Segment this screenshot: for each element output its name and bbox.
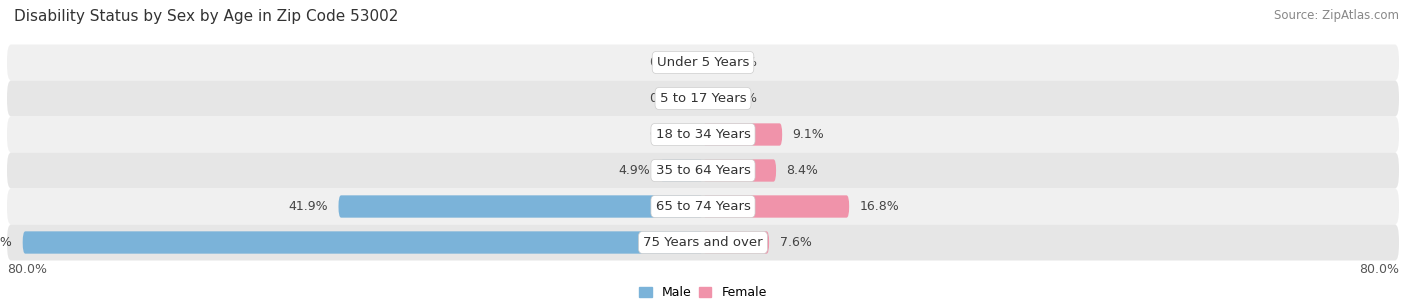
Text: 78.2%: 78.2% [0,236,13,249]
Text: 75 Years and over: 75 Years and over [643,236,763,249]
Text: 7.6%: 7.6% [779,236,811,249]
FancyBboxPatch shape [703,123,782,146]
Text: 0.0%: 0.0% [650,56,682,69]
FancyBboxPatch shape [22,231,703,254]
Text: 16.8%: 16.8% [859,200,900,213]
FancyBboxPatch shape [7,152,1399,188]
Text: 18 to 34 Years: 18 to 34 Years [655,128,751,141]
Text: 4.9%: 4.9% [619,164,650,177]
Text: Under 5 Years: Under 5 Years [657,56,749,69]
Text: 5 to 17 Years: 5 to 17 Years [659,92,747,105]
Text: 0.0%: 0.0% [650,92,682,105]
Text: Source: ZipAtlas.com: Source: ZipAtlas.com [1274,9,1399,22]
FancyBboxPatch shape [7,117,1399,152]
FancyBboxPatch shape [339,195,703,218]
FancyBboxPatch shape [703,159,776,182]
FancyBboxPatch shape [703,231,769,254]
FancyBboxPatch shape [7,224,1399,260]
Text: 80.0%: 80.0% [1360,263,1399,276]
Text: 41.9%: 41.9% [288,200,328,213]
FancyBboxPatch shape [7,45,1399,81]
Legend: Male, Female: Male, Female [634,281,772,304]
FancyBboxPatch shape [703,195,849,218]
Text: 65 to 74 Years: 65 to 74 Years [655,200,751,213]
Text: 80.0%: 80.0% [7,263,46,276]
Text: 0.0%: 0.0% [724,92,756,105]
Text: Disability Status by Sex by Age in Zip Code 53002: Disability Status by Sex by Age in Zip C… [14,9,398,24]
Text: 9.1%: 9.1% [793,128,824,141]
FancyBboxPatch shape [7,188,1399,224]
Text: 0.0%: 0.0% [724,56,756,69]
Text: 35 to 64 Years: 35 to 64 Years [655,164,751,177]
Text: 8.4%: 8.4% [786,164,818,177]
Text: 0.0%: 0.0% [650,128,682,141]
FancyBboxPatch shape [661,159,703,182]
FancyBboxPatch shape [7,81,1399,117]
